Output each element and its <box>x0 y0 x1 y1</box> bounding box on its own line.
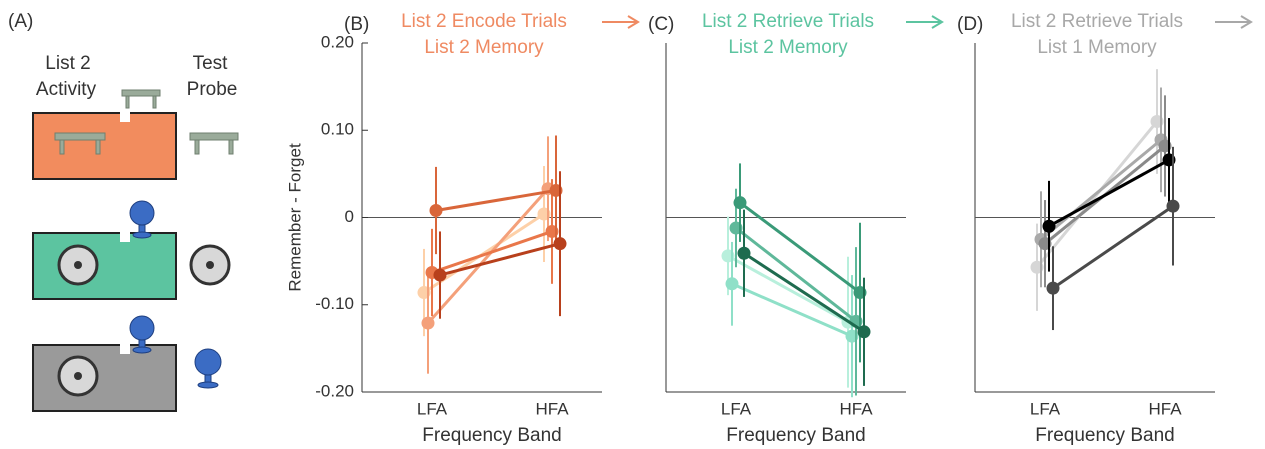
y-tick-label: 0 <box>345 207 354 226</box>
data-point <box>422 317 435 330</box>
chart-title: List 2 Memory <box>424 37 544 58</box>
data-point <box>434 269 447 282</box>
data-point <box>430 204 443 217</box>
x-tick-label: HFA <box>535 399 569 418</box>
series-line <box>1049 160 1169 226</box>
data-point <box>1047 282 1060 295</box>
column-header: Test <box>193 53 229 74</box>
y-tick-label: 0.10 <box>321 120 354 139</box>
chart-title: List 2 Retrieve Trials <box>1011 11 1183 32</box>
series-line <box>744 253 864 332</box>
column-header: Activity <box>36 79 97 100</box>
data-point <box>726 277 739 290</box>
panel-label: (C) <box>648 14 674 35</box>
x-axis-label: Frequency Band <box>726 425 865 446</box>
y-tick-label: 0.20 <box>321 32 354 51</box>
figure: (A) List 2 Activity Test Probe (B)List 2… <box>0 0 1265 449</box>
panel-label: (D) <box>957 14 983 35</box>
chart-title: List 2 Memory <box>728 37 848 58</box>
data-point <box>1167 200 1180 213</box>
x-tick-label: HFA <box>839 399 873 418</box>
stimulus-diagram <box>33 90 238 411</box>
x-tick-label: HFA <box>1148 399 1182 418</box>
x-tick-label: LFA <box>417 399 448 418</box>
column-header: Probe <box>187 79 238 100</box>
column-header: List 2 <box>45 53 90 74</box>
panel-label: (A) <box>8 11 33 32</box>
y-tick-label: -0.10 <box>315 294 354 313</box>
data-point <box>738 247 751 260</box>
x-axis-label: Frequency Band <box>422 425 561 446</box>
y-axis-label: Remember - Forget <box>285 143 304 292</box>
x-tick-label: LFA <box>721 399 752 418</box>
chart-title: List 2 Retrieve Trials <box>702 11 874 32</box>
y-tick-label: -0.20 <box>315 381 354 400</box>
data-point <box>554 237 567 250</box>
x-axis-label: Frequency Band <box>1035 425 1174 446</box>
chart-title: List 2 Encode Trials <box>401 11 567 32</box>
series-line <box>1041 140 1161 239</box>
series-line <box>1053 206 1173 288</box>
chart-title: List 1 Memory <box>1037 37 1157 58</box>
data-point <box>858 325 871 338</box>
data-point <box>734 196 747 209</box>
x-tick-label: LFA <box>1030 399 1061 418</box>
data-point <box>1043 220 1056 233</box>
